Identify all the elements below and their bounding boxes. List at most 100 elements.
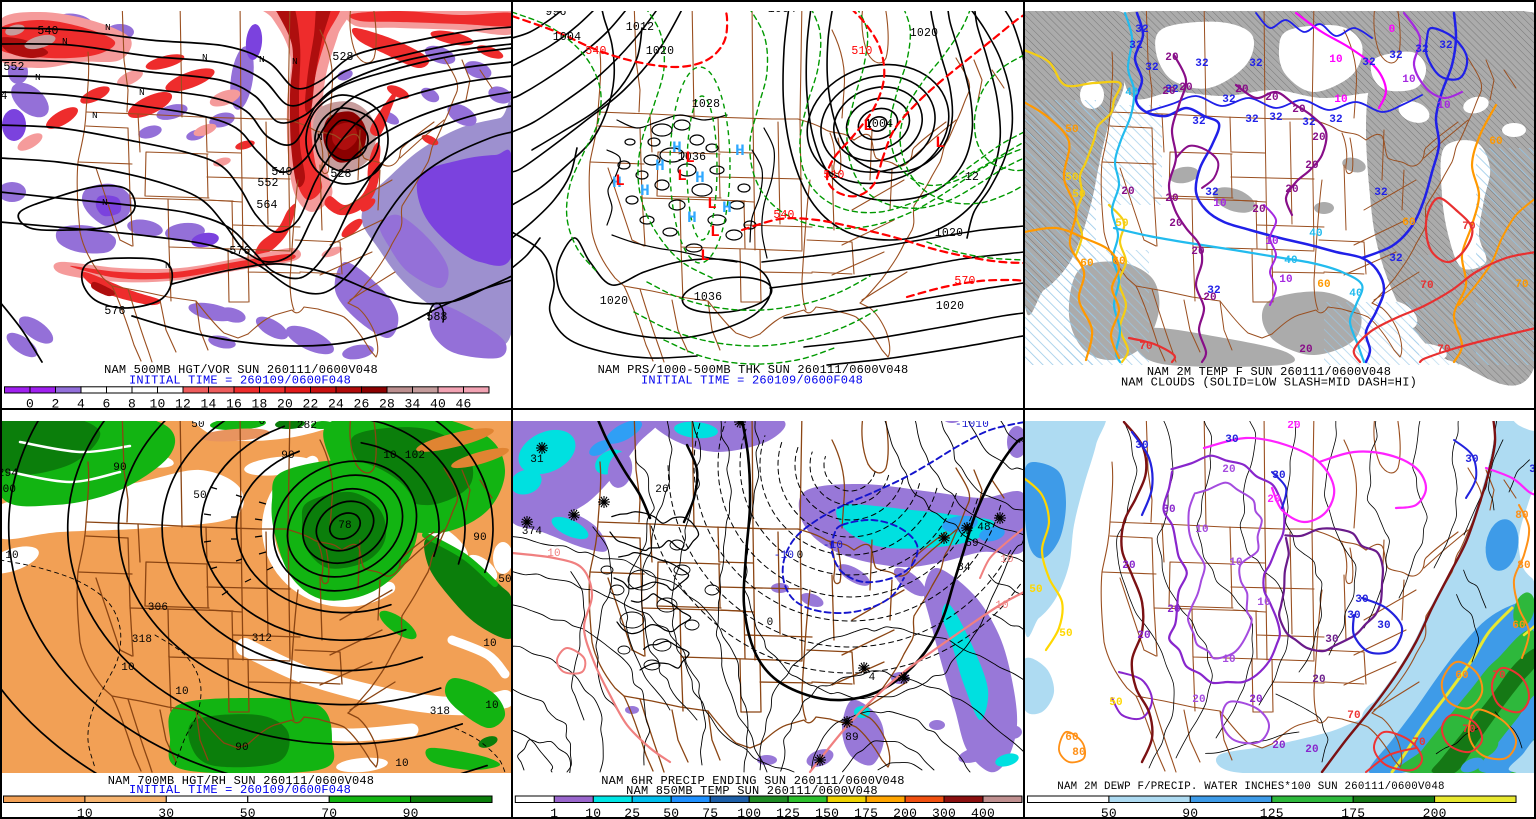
svg-text:20: 20 xyxy=(1305,160,1319,172)
svg-text:50: 50 xyxy=(193,490,207,502)
svg-text:NAM 500MB HGT/VOR SUN 260111/0: NAM 500MB HGT/VOR SUN 260111/0600V048 xyxy=(104,363,378,377)
svg-text:1020: 1020 xyxy=(600,295,628,308)
svg-text:8: 8 xyxy=(128,397,136,411)
svg-text:20: 20 xyxy=(1272,740,1286,752)
svg-text:1004: 1004 xyxy=(553,31,581,44)
svg-text:N: N xyxy=(139,87,145,98)
svg-text:4: 4 xyxy=(77,397,85,411)
svg-text:300: 300 xyxy=(932,806,956,819)
svg-text:10: 10 xyxy=(483,638,497,650)
svg-text:32: 32 xyxy=(1207,285,1221,297)
svg-text:200: 200 xyxy=(1423,806,1447,819)
svg-text:50: 50 xyxy=(1115,218,1129,230)
svg-text:H: H xyxy=(695,169,705,187)
svg-text:N: N xyxy=(165,260,171,271)
svg-text:-10: -10 xyxy=(774,550,794,562)
svg-text:75: 75 xyxy=(702,806,718,819)
svg-text:4: 4 xyxy=(0,90,7,103)
svg-text:24: 24 xyxy=(328,397,344,411)
svg-text:30: 30 xyxy=(1377,620,1391,632)
svg-text:30: 30 xyxy=(1465,454,1479,466)
svg-text:4: 4 xyxy=(869,672,876,684)
svg-text:70: 70 xyxy=(1437,344,1451,356)
svg-text:318: 318 xyxy=(132,634,152,646)
svg-text:20: 20 xyxy=(1312,132,1326,144)
svg-text:34: 34 xyxy=(404,397,420,411)
svg-text:125: 125 xyxy=(1260,806,1284,819)
svg-text:50: 50 xyxy=(240,806,256,819)
svg-text:10: 10 xyxy=(395,758,409,770)
svg-text:50: 50 xyxy=(1072,189,1086,201)
svg-text:50: 50 xyxy=(498,574,512,586)
svg-text:200: 200 xyxy=(893,806,917,819)
svg-text:282: 282 xyxy=(297,420,317,432)
svg-text:32: 32 xyxy=(1329,114,1343,126)
svg-text:20: 20 xyxy=(1292,104,1306,116)
svg-text:60: 60 xyxy=(1317,279,1331,291)
svg-text:50: 50 xyxy=(1109,697,1123,709)
svg-text:40: 40 xyxy=(430,397,446,411)
svg-text:510: 510 xyxy=(851,45,872,58)
svg-text:20: 20 xyxy=(1137,630,1151,642)
svg-text:20: 20 xyxy=(277,397,293,411)
svg-text:70: 70 xyxy=(1412,737,1426,749)
svg-text:14: 14 xyxy=(200,397,216,411)
svg-text:60: 60 xyxy=(1080,258,1094,270)
svg-text:L: L xyxy=(685,149,695,167)
svg-text:70: 70 xyxy=(1515,279,1529,291)
svg-text:552: 552 xyxy=(257,177,278,190)
svg-text:12: 12 xyxy=(175,397,191,411)
svg-text:L: L xyxy=(710,223,720,241)
svg-text:H: H xyxy=(735,142,745,160)
svg-text:84: 84 xyxy=(957,562,971,574)
svg-text:70: 70 xyxy=(1492,670,1506,682)
svg-text:H: H xyxy=(687,209,697,227)
svg-text:40: 40 xyxy=(1284,255,1298,267)
svg-text:N: N xyxy=(62,36,68,47)
svg-text:20: 20 xyxy=(1299,344,1313,356)
svg-text:10: 10 xyxy=(1000,554,1014,566)
svg-text:32: 32 xyxy=(1389,50,1403,62)
svg-text:H: H xyxy=(640,182,650,200)
svg-text:10: 10 xyxy=(485,700,499,712)
svg-text:1020: 1020 xyxy=(935,227,963,240)
svg-text:1028: 1028 xyxy=(692,98,720,111)
svg-text:510: 510 xyxy=(823,169,844,182)
svg-text:102: 102 xyxy=(405,450,425,462)
svg-text:60: 60 xyxy=(1455,670,1469,682)
svg-text:10: 10 xyxy=(383,450,397,462)
svg-text:H: H xyxy=(672,139,682,157)
svg-text:L: L xyxy=(935,134,945,152)
svg-text:540: 540 xyxy=(773,209,794,222)
svg-text:564: 564 xyxy=(256,199,277,212)
svg-text:20: 20 xyxy=(1222,464,1236,476)
svg-text:125: 125 xyxy=(776,806,800,819)
svg-text:L: L xyxy=(707,195,717,213)
svg-text:32: 32 xyxy=(1249,58,1263,70)
svg-text:30: 30 xyxy=(158,806,174,819)
svg-text:60: 60 xyxy=(1112,256,1126,268)
svg-text:12: 12 xyxy=(965,171,979,184)
svg-text:40: 40 xyxy=(1349,288,1363,300)
svg-text:N: N xyxy=(105,22,111,33)
svg-text:10: 10 xyxy=(1257,597,1271,609)
svg-text:30: 30 xyxy=(1347,610,1361,622)
svg-text:N: N xyxy=(92,110,98,121)
svg-text:20: 20 xyxy=(1287,420,1301,432)
svg-text:60: 60 xyxy=(1065,732,1079,744)
svg-text:90: 90 xyxy=(1182,806,1198,819)
svg-text:89: 89 xyxy=(845,732,859,744)
svg-text:294: 294 xyxy=(0,468,18,480)
svg-text:1020: 1020 xyxy=(936,300,964,313)
svg-text:28: 28 xyxy=(379,397,395,411)
svg-text:26: 26 xyxy=(353,397,369,411)
svg-text:50: 50 xyxy=(191,419,205,431)
svg-text:0: 0 xyxy=(797,550,804,562)
svg-text:576: 576 xyxy=(104,305,125,318)
svg-text:50: 50 xyxy=(1059,628,1073,640)
svg-text:70: 70 xyxy=(1462,724,1476,736)
svg-text:10: 10 xyxy=(149,397,165,411)
svg-text:1004: 1004 xyxy=(865,118,893,131)
svg-text:L: L xyxy=(863,117,873,135)
svg-text:NAM CLOUDS (SOLID=LOW SLASH=MI: NAM CLOUDS (SOLID=LOW SLASH=MID DASH=HI) xyxy=(1121,376,1417,390)
